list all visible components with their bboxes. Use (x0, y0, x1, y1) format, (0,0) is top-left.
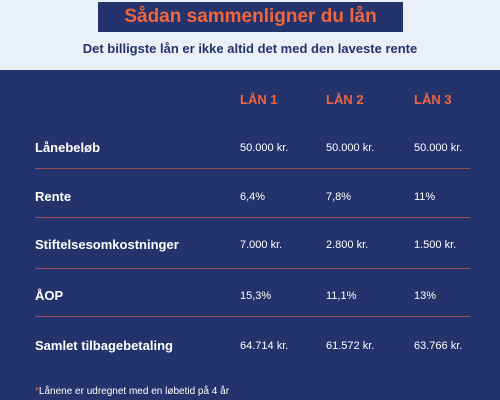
row-label: Samlet tilbagebetaling (35, 338, 173, 353)
table-cell: 11% (414, 191, 436, 203)
table-cell: 15,3% (240, 290, 272, 302)
table-cell: 64.714 kr. (240, 340, 289, 352)
table-cell: 2.800 kr. (326, 239, 369, 251)
table-cell: 61.572 kr. (326, 340, 375, 352)
table-cell: 13% (414, 290, 437, 302)
row-divider (35, 268, 470, 269)
table-cell: 50.000 kr. (414, 142, 463, 154)
row-label: ÅOP (35, 288, 64, 303)
table-cell: 6,4% (240, 191, 266, 203)
table-cell: 50.000 kr. (326, 142, 375, 154)
table-cell: 11,1% (326, 290, 357, 302)
page-title: Sådan sammenligner du lån (124, 6, 377, 27)
row-divider (35, 217, 470, 218)
row-divider (35, 168, 470, 169)
row-label: Rente (35, 189, 72, 204)
footnote-text: Lånene er udregnet med en løbetid på 4 å… (38, 386, 230, 397)
row-label: Stiftelsesomkostninger (35, 237, 179, 252)
table-cell: 7.000 kr. (240, 239, 283, 251)
table-cell: 1.500 kr. (414, 239, 457, 251)
comparison-table: LÅN 1 LÅN 2 LÅN 3 Lånebeløb 50.000 kr. 5… (0, 70, 500, 400)
table-cell: 50.000 kr. (240, 142, 289, 154)
footnote: *Lånene er udregnet med en løbetid på 4 … (35, 386, 229, 397)
header: Sådan sammenligner du lån Det billigste … (0, 0, 500, 70)
column-header-loan-2: LÅN 2 (326, 92, 364, 107)
row-divider (35, 316, 470, 317)
table-cell: 7,8% (326, 191, 352, 203)
table-cell: 63.766 kr. (414, 340, 463, 352)
title-banner: Sådan sammenligner du lån (98, 2, 403, 32)
page-subtitle: Det billigste lån er ikke altid det med … (82, 41, 418, 56)
column-header-loan-3: LÅN 3 (414, 92, 452, 107)
column-header-loan-1: LÅN 1 (240, 92, 278, 107)
footnote-marker: * (35, 386, 39, 397)
row-label: Lånebeløb (35, 140, 101, 155)
